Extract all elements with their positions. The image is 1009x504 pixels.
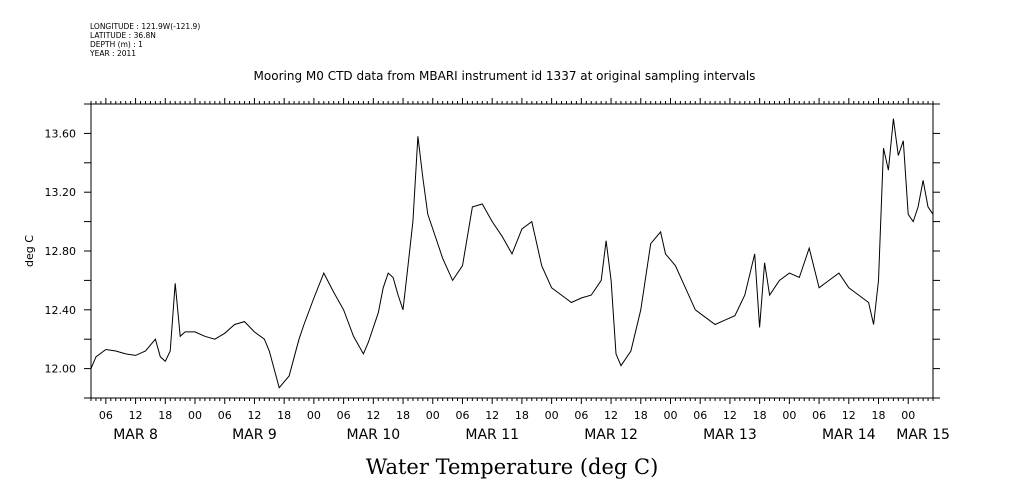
x-hour-tick-label: 18 xyxy=(158,409,172,422)
x-hour-tick-label: 12 xyxy=(842,409,856,422)
x-hour-tick-label: 00 xyxy=(426,409,440,422)
x-hour-tick-label: 18 xyxy=(396,409,410,422)
latitude-label: LATITUDE : 36.8N xyxy=(90,31,156,40)
x-hour-tick-label: 12 xyxy=(129,409,143,422)
y-tick-label: 12.80 xyxy=(45,245,77,258)
series-line xyxy=(90,118,934,389)
x-hour-tick-label: 00 xyxy=(307,409,321,422)
longitude-label: LONGITUDE : 121.9W(-121.9) xyxy=(90,22,201,31)
x-day-label: MAR 13 xyxy=(703,427,757,443)
x-hour-tick-label: 00 xyxy=(663,409,677,422)
x-hour-tick-label: 06 xyxy=(218,409,232,422)
x-hour-tick-label: 06 xyxy=(455,409,469,422)
x-hour-tick-label: 06 xyxy=(812,409,826,422)
year-label: YEAR : 2011 xyxy=(90,49,137,58)
x-hour-tick-label: 00 xyxy=(188,409,202,422)
x-hour-tick-label: 06 xyxy=(99,409,113,422)
axes: 06 12 18 00 06 12 18 00 06 12 18 00 06 12 18 00 06 12 18 00… xyxy=(45,98,950,443)
x-day-label: MAR 11 xyxy=(465,427,519,443)
x-hour-tick-label: 06 xyxy=(337,409,351,422)
x-hour-tick-label: 06 xyxy=(574,409,588,422)
x-day-label: MAR 9 xyxy=(232,427,277,443)
x-day-label: MAR 15 xyxy=(896,427,950,443)
chart-title: Mooring M0 CTD data from MBARI instrumen… xyxy=(253,69,756,83)
x-day-label: MAR 10 xyxy=(346,427,400,443)
y-tick-label: 12.40 xyxy=(45,304,77,317)
x-hour-tick-label: 18 xyxy=(634,409,648,422)
series-layer xyxy=(90,118,934,389)
plot-frame xyxy=(90,103,934,399)
x-hour-tick-label: 00 xyxy=(901,409,915,422)
x-hour-tick-label: 06 xyxy=(693,409,707,422)
x-axis-label: Water Temperature (deg C) xyxy=(365,455,659,479)
x-hour-tick-label: 18 xyxy=(277,409,291,422)
y-tick-label: 13.20 xyxy=(45,186,77,199)
y-tick-label: 12.00 xyxy=(45,363,77,376)
x-day-label: MAR 14 xyxy=(822,427,876,443)
x-hour-tick-label: 12 xyxy=(485,409,499,422)
x-hour-tick-label: 00 xyxy=(545,409,559,422)
x-hour-tick-label: 12 xyxy=(366,409,380,422)
x-hour-tick-label: 12 xyxy=(604,409,618,422)
x-day-label: MAR 12 xyxy=(584,427,638,443)
x-hour-tick-label: 18 xyxy=(753,409,767,422)
x-hour-tick-label: 00 xyxy=(782,409,796,422)
x-day-label: MAR 8 xyxy=(113,427,158,443)
x-hour-tick-label: 18 xyxy=(872,409,886,422)
x-hour-tick-label: 18 xyxy=(515,409,529,422)
depth-label: DEPTH (m) : 1 xyxy=(90,40,143,49)
y-axis-label: deg C xyxy=(23,235,36,267)
x-hour-tick-label: 12 xyxy=(723,409,737,422)
y-tick-label: 13.60 xyxy=(45,127,77,140)
x-hour-tick-label: 12 xyxy=(247,409,261,422)
